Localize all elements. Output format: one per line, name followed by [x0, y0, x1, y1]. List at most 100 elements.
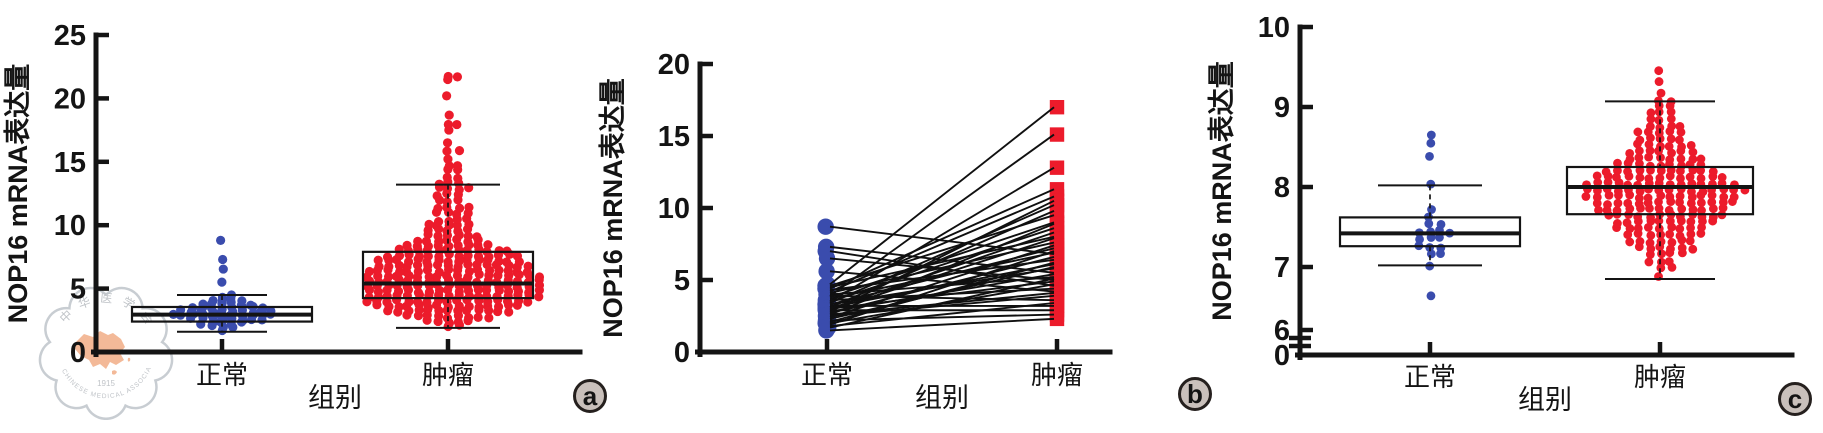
data-dot [443, 71, 453, 82]
normal-point [817, 218, 834, 235]
data-dot [1613, 186, 1623, 196]
data-dot [484, 313, 494, 323]
data-dot [1686, 140, 1696, 150]
data-dot [1592, 171, 1602, 181]
data-dot [483, 240, 493, 250]
data-dot [403, 257, 414, 267]
data-dot [1646, 114, 1656, 124]
data-dot [1677, 142, 1686, 152]
data-dot [1697, 206, 1706, 215]
data-dot [523, 261, 533, 271]
normal-point [818, 250, 836, 267]
x-axis-title: 组别 [1518, 385, 1572, 415]
data-dot [1665, 155, 1675, 165]
y-tick-label: 8 [1274, 172, 1290, 204]
data-dot [464, 313, 474, 323]
tumor-point [1049, 127, 1065, 142]
data-dot [1708, 167, 1718, 176]
data-dot [1696, 173, 1706, 183]
pair-line [829, 244, 1055, 319]
data-dot [454, 203, 465, 213]
y-tick-label: 15 [54, 147, 86, 179]
data-dot [1594, 205, 1603, 215]
data-dot [1664, 257, 1674, 266]
category-label-normal: 正常 [801, 360, 853, 390]
data-dot [424, 287, 435, 297]
data-dot [1707, 197, 1717, 207]
pair-line [829, 302, 1055, 328]
pair-line [829, 133, 1055, 297]
data-dot [382, 252, 393, 262]
data-dot [494, 246, 504, 256]
data-dot [1633, 223, 1643, 233]
y-tick-label: 6 [1274, 315, 1290, 347]
data-dot [1415, 234, 1424, 244]
data-dot [1688, 154, 1698, 164]
data-dot [493, 302, 504, 312]
data-dot [1613, 158, 1622, 168]
data-dot [1643, 193, 1653, 203]
y-tick-label: 10 [658, 193, 690, 225]
data-dot [216, 235, 226, 245]
data-dot [1592, 192, 1602, 202]
data-dot [424, 219, 434, 229]
data-dot [1613, 166, 1622, 176]
data-dot [1665, 229, 1675, 239]
data-dot [1425, 151, 1434, 161]
data-dot [217, 277, 227, 287]
data-dot [442, 172, 452, 182]
data-dot [413, 297, 423, 307]
data-dot [1654, 204, 1664, 213]
data-dot [1601, 167, 1611, 177]
box [1565, 165, 1755, 216]
data-dot [464, 202, 474, 212]
data-dot [1677, 204, 1687, 214]
data-dot [1666, 114, 1676, 124]
y-tick-label: 7 [1274, 252, 1290, 284]
data-dot [1635, 237, 1645, 246]
data-dot [1612, 172, 1621, 182]
data-dot [534, 292, 544, 302]
data-dot [1676, 154, 1686, 164]
data-dot [1645, 238, 1655, 248]
data-dot [453, 173, 463, 183]
y-tick-label: 20 [54, 83, 86, 115]
data-dot [1664, 205, 1674, 215]
data-dot [444, 216, 454, 227]
x-axis-title: 组别 [915, 383, 969, 413]
watermark-year: 1915 [97, 379, 115, 388]
panel-badge-circle [573, 379, 607, 413]
beeswarm-tumor [1581, 66, 1750, 281]
data-dot [1719, 192, 1729, 202]
data-dot [442, 138, 453, 148]
y-tick-label: 20 [658, 49, 690, 81]
data-dot [394, 302, 404, 312]
pair-line [829, 106, 1055, 286]
data-dot [1656, 88, 1666, 98]
box-plot [130, 293, 314, 333]
x-axis-title: 组别 [308, 383, 362, 413]
data-dot [1603, 200, 1612, 209]
data-dot [1623, 198, 1633, 208]
data-dot [1634, 153, 1644, 162]
data-dot [1625, 237, 1635, 247]
data-dot [512, 251, 523, 261]
data-dot [1426, 138, 1436, 148]
data-dot [1654, 66, 1664, 76]
data-dot [1426, 291, 1436, 301]
beeswarm-tumor [362, 71, 545, 332]
panel-badge-c: c [1778, 382, 1812, 416]
data-dot [1436, 219, 1446, 229]
data-dot [394, 267, 405, 277]
data-dot [1655, 173, 1665, 183]
y-tick-label: 0 [674, 337, 690, 369]
data-dot [1729, 192, 1739, 202]
data-dot [1654, 224, 1664, 234]
data-dot [474, 302, 484, 313]
box-plot [1338, 184, 1522, 267]
panel-badge-b: b [1178, 377, 1212, 411]
data-dot [1635, 173, 1645, 182]
beeswarm-normal [168, 235, 276, 336]
